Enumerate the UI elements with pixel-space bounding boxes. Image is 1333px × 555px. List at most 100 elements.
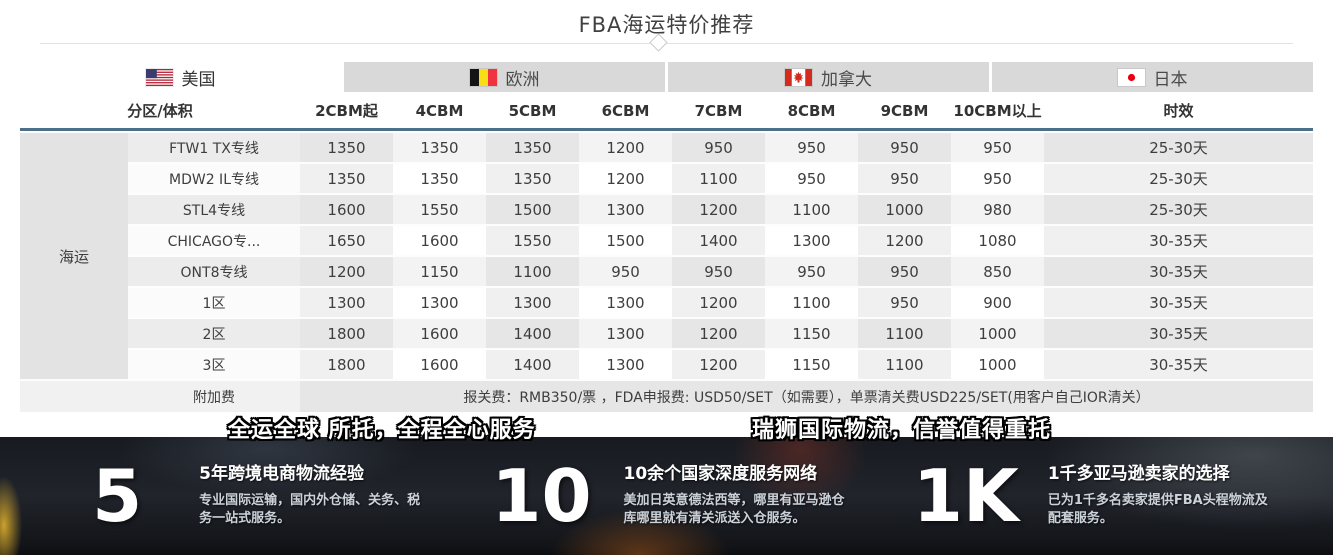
price-cell: 1200 — [300, 255, 394, 286]
header-leadtime: 时效 — [1044, 95, 1313, 131]
stat-countries: 10 10余个国家深度服务网络 美加日英意德法西等，哪里有亚马逊仓库哪里就有清关… — [454, 460, 878, 532]
header-8cbm: 8CBM — [765, 95, 859, 131]
stat-heading: 5年跨境电商物流经验 — [199, 463, 364, 484]
leadtime-cell: 25-30天 — [1044, 193, 1313, 224]
price-cell: 1200 — [672, 193, 766, 224]
price-cell: 1400 — [486, 317, 580, 348]
header-5cbm: 5CBM — [486, 95, 580, 131]
stat-body: 美加日英意德法西等，哪里有亚马逊仓库哪里就有清关派送入仓服务。 — [623, 492, 845, 527]
row-label: ONT8专线 — [128, 255, 301, 286]
price-cell: 950 — [672, 255, 766, 286]
price-cell: 1350 — [393, 162, 487, 193]
table-row: ONT8专线 1200 1150 1100 950 950 950 950 850 30-35天 — [20, 255, 1313, 286]
price-cell: 1350 — [486, 162, 580, 193]
price-cell: 1100 — [858, 317, 952, 348]
tab-usa[interactable]: 美国 — [20, 62, 341, 92]
price-cell: 1400 — [672, 224, 766, 255]
price-cell: 1300 — [579, 348, 673, 379]
price-cell: 950 — [951, 162, 1045, 193]
price-cell: 1300 — [765, 224, 859, 255]
price-cell: 1300 — [579, 193, 673, 224]
table-row: 1区 1300 1300 1300 1300 1200 1100 950 900 30-35天 — [20, 286, 1313, 317]
price-cell: 1350 — [300, 162, 394, 193]
price-table-body: 海运 FTW1 TX专线 1350 1350 1350 1200 950 950 950 950 2… — [20, 131, 1313, 379]
page-title: FBA海运特价推荐 — [578, 13, 755, 37]
tab-europe[interactable]: 欧洲 — [344, 62, 665, 92]
tab-japan[interactable]: 日本 — [992, 62, 1313, 92]
price-cell: 1300 — [579, 286, 673, 317]
price-cell: 1300 — [393, 286, 487, 317]
price-cell: 1100 — [765, 193, 859, 224]
price-cell: 1400 — [486, 348, 580, 379]
price-cell: 1150 — [765, 317, 859, 348]
price-cell: 950 — [858, 131, 952, 162]
price-cell: 850 — [951, 255, 1045, 286]
table-row: CHICAGO专... 1650 1600 1550 1500 1400 1300 1200 1… — [20, 224, 1313, 255]
price-cell: 1100 — [858, 348, 952, 379]
stat-body: 已为1千多名卖家提供FBA头程物流及配套服务。 — [1047, 492, 1268, 527]
surcharge-row: 附加费 报关费：RMB350/票 ，FDA申报费: USD50/SET（如需要）… — [20, 379, 1313, 412]
header-2cbm: 2CBM起 — [300, 95, 394, 131]
stat-number: 10 — [491, 454, 592, 538]
price-cell: 1200 — [858, 224, 952, 255]
price-cell: 1150 — [393, 255, 487, 286]
tab-label: 加拿大 — [821, 69, 872, 90]
japan-flag-icon — [1117, 68, 1145, 86]
price-cell: 1000 — [951, 348, 1045, 379]
price-cell: 1550 — [393, 193, 487, 224]
price-cell: 1100 — [672, 162, 766, 193]
price-cell: 1100 — [765, 286, 859, 317]
price-cell: 900 — [951, 286, 1045, 317]
price-cell: 950 — [579, 255, 673, 286]
price-cell: 1200 — [579, 162, 673, 193]
table-row: 海运 FTW1 TX专线 1350 1350 1350 1200 950 950 950 950 2… — [20, 131, 1313, 379]
belgium-flag-icon — [469, 68, 497, 86]
price-cell: 950 — [765, 131, 859, 162]
price-cell: 1300 — [300, 286, 394, 317]
price-cell: 1200 — [672, 286, 766, 317]
tab-canada[interactable]: 加拿大 — [668, 62, 989, 92]
leadtime-cell: 30-35天 — [1044, 348, 1313, 379]
price-cell: 1080 — [951, 224, 1045, 255]
table-row: 3区 1800 1600 1400 1300 1200 1150 1100 1000 30-35天 — [20, 348, 1313, 379]
leadtime-cell: 30-35天 — [1044, 224, 1313, 255]
row-label: STL4专线 — [128, 193, 301, 224]
table-header-row: 分区/体积 2CBM起 4CBM 5CBM 6CBM 7CBM 8CBM 9CB… — [20, 95, 1313, 131]
price-cell: 1350 — [300, 131, 394, 162]
row-label: MDW2 IL专线 — [128, 162, 301, 193]
bottom-banner: 5 5年跨境电商物流经验 专业国际运输，国内外仓储、关务、税务一站式服务。 10… — [0, 437, 1333, 555]
price-cell: 1300 — [579, 317, 673, 348]
leadtime-cell: 30-35天 — [1044, 255, 1313, 286]
surcharge-spacer — [20, 379, 128, 412]
price-cell: 1600 — [300, 193, 394, 224]
price-cell: 1200 — [672, 348, 766, 379]
price-cell: 1000 — [858, 193, 952, 224]
country-tabs: 美国 欧洲 加拿大 日本 — [20, 62, 1313, 92]
table-row: STL4专线 1600 1550 1500 1300 1200 1100 1000 980 25-… — [20, 193, 1313, 224]
header-6cbm: 6CBM — [579, 95, 673, 131]
price-cell: 1100 — [486, 255, 580, 286]
price-cell: 1600 — [393, 224, 487, 255]
price-cell: 1000 — [951, 317, 1045, 348]
price-cell: 1350 — [486, 131, 580, 162]
stats-strip: 5 5年跨境电商物流经验 专业国际运输，国内外仓储、关务、税务一站式服务。 10… — [0, 437, 1333, 555]
leadtime-cell: 30-35天 — [1044, 286, 1313, 317]
price-cell: 950 — [672, 131, 766, 162]
row-label: 3区 — [128, 348, 301, 379]
price-cell: 950 — [858, 286, 952, 317]
canada-flag-icon — [785, 68, 812, 86]
price-cell: 1600 — [393, 317, 487, 348]
price-cell: 980 — [951, 193, 1045, 224]
row-label: CHICAGO专... — [128, 224, 301, 255]
stat-number: 5 — [92, 454, 143, 538]
surcharge-label: 附加费 — [128, 379, 301, 412]
tab-label: 美国 — [181, 69, 216, 90]
price-cell: 950 — [765, 162, 859, 193]
header-9cbm: 9CBM — [858, 95, 952, 131]
price-cell: 1500 — [486, 193, 580, 224]
leadtime-cell: 30-35天 — [1044, 317, 1313, 348]
stat-heading: 1千多亚马逊卖家的选择 — [1047, 463, 1230, 484]
price-table: 分区/体积 2CBM起 4CBM 5CBM 6CBM 7CBM 8CBM 9CB… — [20, 95, 1313, 412]
table-row: 2区 1800 1600 1400 1300 1200 1150 1100 1000 30-35天 — [20, 317, 1313, 348]
